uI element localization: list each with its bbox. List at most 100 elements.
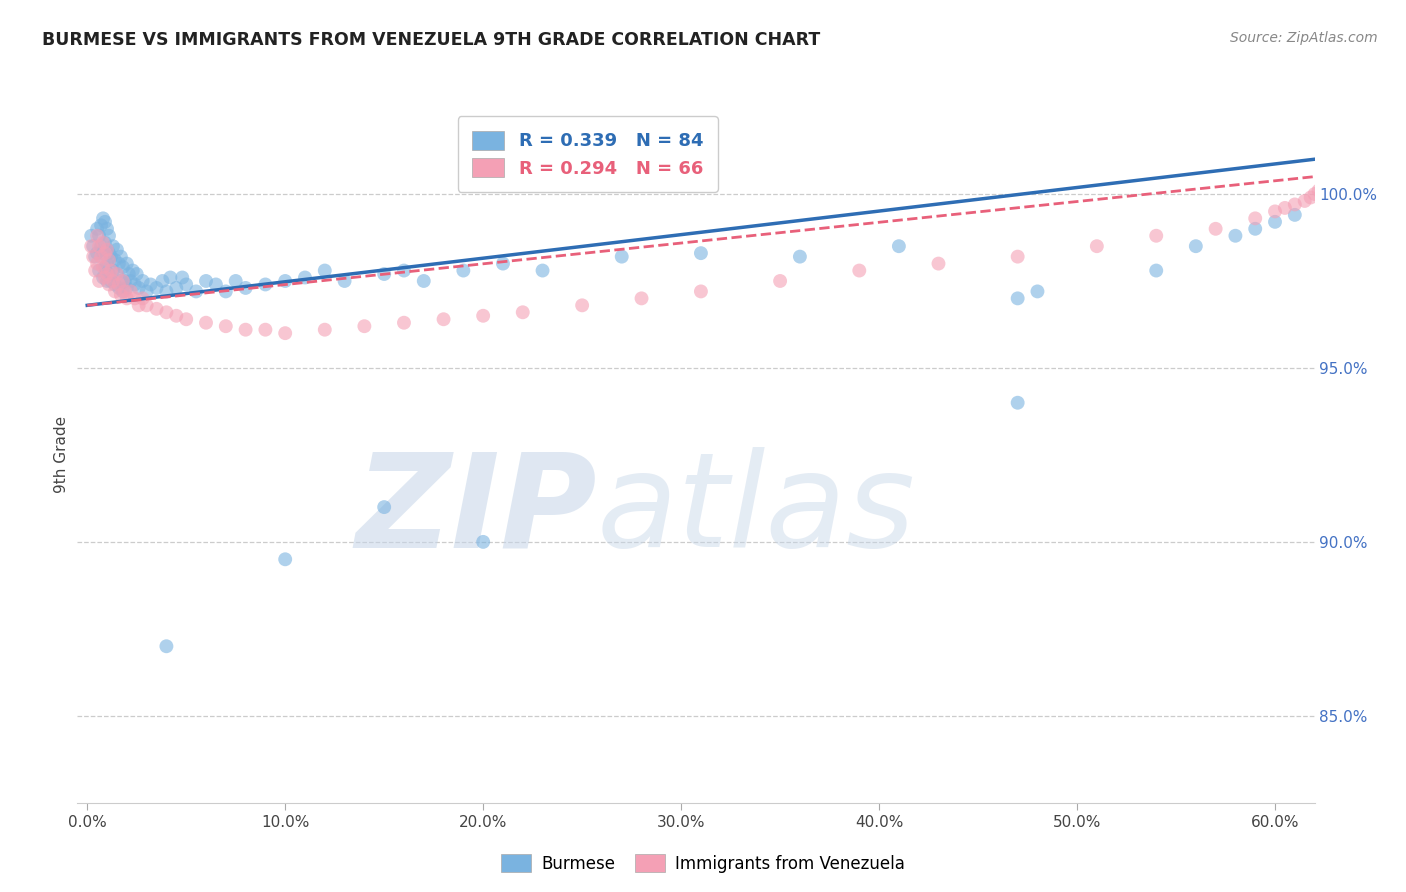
Point xyxy=(235,281,257,295)
Point xyxy=(96,222,118,236)
Point xyxy=(100,263,122,277)
Point xyxy=(80,239,103,253)
Point xyxy=(174,277,197,292)
Point xyxy=(453,263,475,277)
Point xyxy=(1264,204,1286,219)
Point xyxy=(111,274,134,288)
Point xyxy=(91,211,114,226)
Point xyxy=(392,316,415,330)
Point xyxy=(1225,228,1247,243)
Point xyxy=(165,309,187,323)
Point xyxy=(432,312,454,326)
Point xyxy=(86,246,108,260)
Point xyxy=(159,270,181,285)
Point xyxy=(1299,190,1322,204)
Point xyxy=(1185,239,1208,253)
Point xyxy=(120,285,142,299)
Point xyxy=(114,285,136,299)
Point xyxy=(94,270,117,285)
Point xyxy=(87,263,110,277)
Point xyxy=(108,277,131,292)
Point xyxy=(155,305,177,319)
Point xyxy=(124,292,146,306)
Point xyxy=(91,246,114,260)
Point xyxy=(531,263,554,277)
Point xyxy=(135,298,157,312)
Point xyxy=(135,285,157,299)
Point xyxy=(1308,184,1330,198)
Point xyxy=(98,277,121,292)
Text: ZIP: ZIP xyxy=(356,447,598,574)
Point xyxy=(101,274,124,288)
Point xyxy=(1244,211,1267,226)
Point xyxy=(571,298,593,312)
Point xyxy=(769,274,792,288)
Point xyxy=(98,267,121,281)
Point xyxy=(333,274,356,288)
Point xyxy=(124,277,146,292)
Point xyxy=(94,215,117,229)
Point xyxy=(110,288,132,302)
Point xyxy=(690,246,713,260)
Point xyxy=(215,319,238,334)
Point xyxy=(110,250,132,264)
Point xyxy=(121,263,143,277)
Point xyxy=(87,274,110,288)
Point xyxy=(1294,194,1316,208)
Point xyxy=(1144,228,1167,243)
Point xyxy=(105,267,128,281)
Point xyxy=(225,274,247,288)
Point xyxy=(90,239,112,253)
Point xyxy=(155,285,177,299)
Point xyxy=(96,274,118,288)
Point xyxy=(294,270,316,285)
Point xyxy=(1205,222,1227,236)
Point xyxy=(118,267,141,281)
Point xyxy=(115,257,138,271)
Point xyxy=(131,274,153,288)
Point xyxy=(100,274,122,288)
Point xyxy=(1144,263,1167,277)
Point xyxy=(94,246,117,260)
Point xyxy=(1007,396,1029,410)
Point xyxy=(131,292,153,306)
Point xyxy=(91,260,114,274)
Point xyxy=(84,263,107,277)
Point xyxy=(184,285,207,299)
Point xyxy=(630,292,652,306)
Text: Source: ZipAtlas.com: Source: ZipAtlas.com xyxy=(1230,31,1378,45)
Point xyxy=(90,219,112,233)
Point xyxy=(110,274,132,288)
Point xyxy=(80,228,103,243)
Point xyxy=(152,274,174,288)
Point xyxy=(105,243,128,257)
Point xyxy=(125,267,148,281)
Point xyxy=(128,281,150,295)
Point xyxy=(104,253,127,268)
Point xyxy=(195,316,218,330)
Point xyxy=(108,257,131,271)
Point xyxy=(1312,180,1334,194)
Y-axis label: 9th Grade: 9th Grade xyxy=(53,417,69,493)
Point xyxy=(115,281,138,295)
Point xyxy=(100,250,122,264)
Point xyxy=(373,267,395,281)
Point xyxy=(1313,177,1336,191)
Point xyxy=(96,243,118,257)
Point xyxy=(512,305,534,319)
Point xyxy=(84,250,107,264)
Point xyxy=(314,323,336,337)
Point xyxy=(392,263,415,277)
Point xyxy=(205,277,228,292)
Point xyxy=(1264,215,1286,229)
Point xyxy=(848,263,870,277)
Point xyxy=(86,257,108,271)
Point xyxy=(274,274,297,288)
Point xyxy=(86,228,108,243)
Point xyxy=(927,257,949,271)
Point xyxy=(254,277,277,292)
Legend: R = 0.339   N = 84, R = 0.294   N = 66: R = 0.339 N = 84, R = 0.294 N = 66 xyxy=(457,116,718,192)
Legend: Burmese, Immigrants from Venezuela: Burmese, Immigrants from Venezuela xyxy=(495,847,911,880)
Point xyxy=(115,292,138,306)
Point xyxy=(111,285,134,299)
